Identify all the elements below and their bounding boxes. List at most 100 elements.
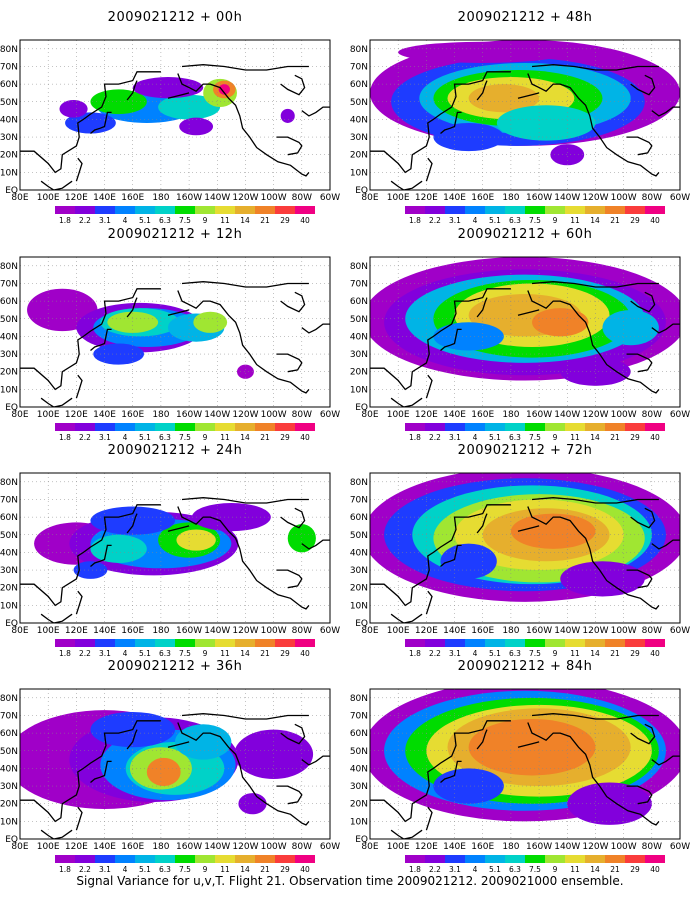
lat-tick-label: 20N bbox=[350, 151, 368, 161]
colorbar-label: 14 bbox=[590, 865, 600, 874]
map-panel-5: 80E 100E 120E 140E 160E 180 160W 140W 120W 100W 80… bbox=[350, 472, 690, 658]
lon-tick-label: 120E bbox=[415, 842, 438, 852]
variance-region bbox=[218, 84, 230, 95]
coastline bbox=[531, 64, 659, 71]
colorbar-swatch bbox=[465, 206, 485, 214]
colorbar-label: 6.3 bbox=[509, 865, 521, 874]
coastline bbox=[75, 374, 83, 399]
colorbar-label: 9 bbox=[553, 865, 558, 874]
lon-tick-label: 160W bbox=[526, 842, 552, 852]
colorbar-swatch bbox=[175, 639, 195, 647]
lon-tick-label: 180 bbox=[152, 626, 169, 636]
colorbar-label: 5.1 bbox=[489, 865, 501, 874]
lat-tick-label: 70N bbox=[350, 495, 368, 505]
colorbar-swatch bbox=[465, 423, 485, 431]
colorbar-label: 1.8 bbox=[59, 649, 71, 658]
colorbar-swatch bbox=[255, 206, 275, 214]
lon-tick-label: 80W bbox=[292, 410, 312, 420]
coastline bbox=[425, 157, 433, 182]
lat-tick-label: EQ bbox=[355, 186, 368, 196]
lon-tick-label: 120E bbox=[415, 410, 438, 420]
coastline bbox=[177, 290, 310, 394]
colorbar-swatch bbox=[115, 639, 135, 647]
coastline bbox=[476, 729, 488, 750]
lon-tick-label: 120W bbox=[232, 410, 258, 420]
lon-tick-label: 120W bbox=[582, 626, 608, 636]
coastline bbox=[90, 760, 112, 783]
lat-tick-label: 70N bbox=[0, 711, 18, 721]
coastline bbox=[20, 71, 161, 174]
lat-tick-label: EQ bbox=[5, 186, 18, 196]
colorbar-swatch bbox=[135, 423, 155, 431]
coastline bbox=[476, 513, 488, 534]
colorbar-swatch bbox=[505, 855, 525, 863]
colorbar-swatch bbox=[195, 206, 215, 214]
colorbar-label: 21 bbox=[260, 216, 270, 225]
colorbar-label: 7.5 bbox=[529, 216, 541, 225]
lat-tick-label: 40N bbox=[350, 548, 368, 558]
colorbar-swatch bbox=[465, 855, 485, 863]
lon-tick-label: 100W bbox=[261, 410, 287, 420]
coastline bbox=[90, 328, 112, 351]
colorbar-swatch bbox=[425, 639, 445, 647]
colorbar-label: 14 bbox=[590, 216, 600, 225]
colorbar-label: 2.2 bbox=[429, 433, 441, 442]
lon-tick-label: 140E bbox=[93, 410, 116, 420]
colorbar-label: 4 bbox=[123, 865, 128, 874]
colorbar-label: 3.1 bbox=[99, 865, 111, 874]
variance-region bbox=[146, 757, 181, 787]
lat-tick-label: 40N bbox=[350, 115, 368, 125]
lon-tick-label: 100W bbox=[611, 410, 637, 420]
map-frame bbox=[369, 472, 681, 624]
lat-tick-label: 20N bbox=[350, 800, 368, 810]
lat-tick-label: 30N bbox=[350, 782, 368, 792]
colorbar-swatch bbox=[115, 423, 135, 431]
colorbar-label: 7.5 bbox=[179, 649, 191, 658]
variance-region bbox=[567, 782, 652, 825]
colorbar-label: 21 bbox=[260, 649, 270, 658]
colorbar-label: 14 bbox=[590, 649, 600, 658]
colorbar-label: 21 bbox=[260, 865, 270, 874]
coastline bbox=[390, 613, 423, 623]
coastline bbox=[527, 73, 660, 177]
colorbar-label: 2.2 bbox=[429, 649, 441, 658]
coastline bbox=[440, 328, 462, 351]
lon-tick-label: 140W bbox=[554, 842, 580, 852]
colorbar-label: 5.1 bbox=[489, 216, 501, 225]
colorbar-label: 7.5 bbox=[529, 433, 541, 442]
colorbar-label: 21 bbox=[610, 649, 620, 658]
colorbar-label: 7.5 bbox=[179, 433, 191, 442]
lon-tick-label: 140W bbox=[554, 193, 580, 203]
lon-tick-label: 180 bbox=[502, 626, 519, 636]
coastline bbox=[280, 291, 306, 313]
colorbar-label: 9 bbox=[203, 433, 208, 442]
colorbar-label: 3.1 bbox=[449, 649, 461, 658]
variance-region bbox=[602, 309, 659, 346]
lat-tick-label: 50N bbox=[0, 747, 18, 757]
colorbar-swatch bbox=[585, 423, 605, 431]
lon-tick-label: 100W bbox=[611, 193, 637, 203]
lon-tick-label: 100E bbox=[37, 193, 60, 203]
coastline bbox=[440, 544, 462, 567]
colorbar-label: 40 bbox=[650, 865, 660, 874]
lat-tick-label: 80N bbox=[0, 262, 18, 272]
coastline bbox=[40, 180, 73, 190]
colorbar-label: 2.2 bbox=[79, 865, 91, 874]
colorbar-swatch bbox=[445, 855, 465, 863]
colorbar-swatch bbox=[525, 206, 545, 214]
colorbar-swatch bbox=[585, 206, 605, 214]
lon-tick-label: 80W bbox=[292, 626, 312, 636]
lon-tick-label: 120W bbox=[232, 193, 258, 203]
map-panel-1: 80E 100E 120E 140E 160E 180 160W 140W 120W 100W 80… bbox=[350, 39, 690, 225]
panel-title: 2009021212 + 84h bbox=[457, 659, 593, 674]
colorbar-label: 11 bbox=[570, 216, 580, 225]
coastline bbox=[527, 506, 660, 610]
map-frame bbox=[19, 688, 331, 840]
coastline bbox=[177, 722, 310, 826]
colorbar-label: 1.8 bbox=[409, 865, 421, 874]
coastline bbox=[390, 829, 423, 839]
colorbar-label: 40 bbox=[300, 649, 310, 658]
lon-tick-label: 100W bbox=[611, 626, 637, 636]
colorbar-swatch bbox=[485, 206, 505, 214]
colorbar-swatch bbox=[565, 206, 585, 214]
